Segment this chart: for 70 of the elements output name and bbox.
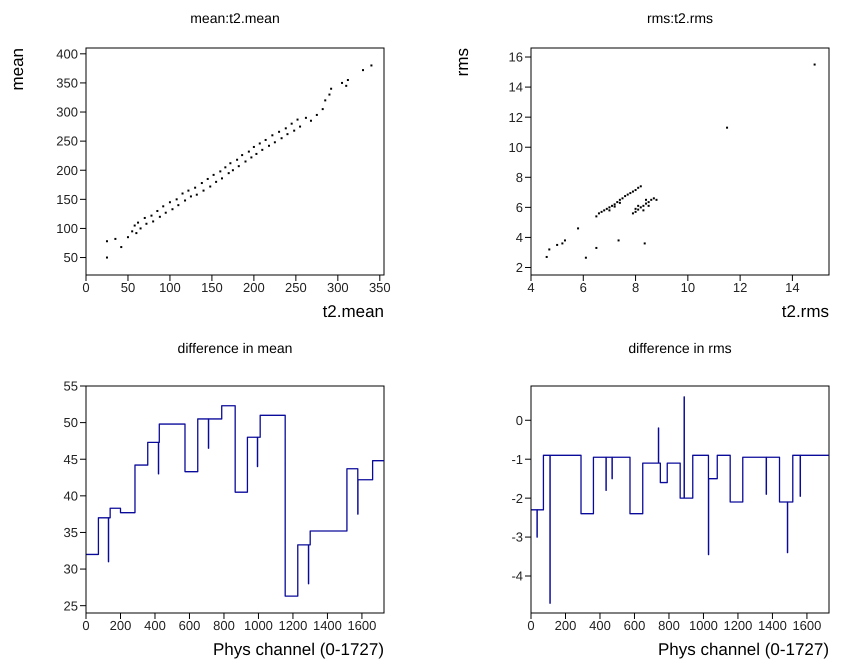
x-tick-label: 100 xyxy=(159,280,181,296)
x-tick-label: 200 xyxy=(110,618,132,634)
y-tick-label: 350 xyxy=(56,76,78,91)
y-tick-label: -2 xyxy=(511,490,523,506)
chart-title: mean:t2.mean xyxy=(189,10,281,26)
chart-title: difference in rms xyxy=(627,340,733,356)
y-tick-label: 400 xyxy=(56,46,78,62)
x-tick-label: 250 xyxy=(285,280,307,296)
x-tick-label: 600 xyxy=(624,618,646,634)
y-tick-label: 6 xyxy=(516,200,523,215)
y-tick-label: 4 xyxy=(516,230,523,246)
x-tick-label: 300 xyxy=(326,280,349,296)
chart-title: difference in mean xyxy=(176,340,294,356)
x-tick-label: 50 xyxy=(120,280,136,296)
x-tick-label: 800 xyxy=(658,618,680,634)
x-axis-title: t2.rms xyxy=(782,302,829,322)
x-tick-label: 400 xyxy=(589,618,611,634)
x-tick-label: 400 xyxy=(144,618,166,634)
x-tick-label: 0 xyxy=(527,618,535,634)
x-tick-label: 0 xyxy=(82,280,90,296)
x-tick-label: 1400 xyxy=(312,618,342,634)
x-tick-label: 200 xyxy=(243,280,265,296)
x-tick-label: 8 xyxy=(632,280,640,296)
x-tick-label: 200 xyxy=(554,618,576,634)
y-tick-label: 2 xyxy=(516,260,523,276)
y-tick-label: -3 xyxy=(511,530,523,545)
y-tick-label: 12 xyxy=(508,110,523,125)
y-tick-label: 50 xyxy=(64,250,78,266)
y-tick-label: 8 xyxy=(516,170,523,185)
x-axis-title: t2.mean xyxy=(322,302,384,322)
x-tick-label: 1000 xyxy=(688,618,718,634)
x-tick-label: 14 xyxy=(785,280,800,296)
x-tick-label: 12 xyxy=(732,280,748,296)
y-tick-label: 16 xyxy=(508,50,523,65)
x-tick-label: 150 xyxy=(201,280,223,296)
y-tick-label: 10 xyxy=(508,140,523,155)
x-axis-title: Phys channel (0-1727) xyxy=(658,640,829,659)
x-tick-label: 0 xyxy=(82,618,90,634)
x-tick-label: 1600 xyxy=(347,618,376,634)
y-tick-label: 100 xyxy=(56,221,78,236)
x-tick-label: 800 xyxy=(213,618,235,634)
y-tick-label: 25 xyxy=(64,598,78,614)
y-tick-label: 250 xyxy=(56,134,78,149)
y-tick-label: 14 xyxy=(508,80,523,95)
y-tick-label: 150 xyxy=(56,192,78,207)
x-tick-label: 1600 xyxy=(792,618,822,634)
y-tick-label: 0 xyxy=(516,412,523,428)
y-tick-label: 200 xyxy=(56,162,78,178)
x-tick-label: 1200 xyxy=(723,618,752,634)
x-tick-label: 350 xyxy=(368,280,391,296)
y-tick-label: 55 xyxy=(64,378,78,394)
y-tick-label: -1 xyxy=(511,452,523,467)
y-tick-label: 30 xyxy=(64,562,78,577)
x-tick-label: 6 xyxy=(580,280,587,296)
x-tick-label: 1000 xyxy=(244,618,273,634)
x-tick-label: 4 xyxy=(527,280,535,296)
x-tick-label: 1400 xyxy=(758,618,787,634)
y-axis-title: mean xyxy=(8,48,28,91)
x-tick-label: 1200 xyxy=(278,618,308,634)
x-tick-label: 600 xyxy=(178,618,200,634)
chart-title: rms:t2.rms xyxy=(646,10,714,26)
y-axis-title: rms xyxy=(453,48,473,76)
y-tick-label: 50 xyxy=(64,415,78,430)
y-tick-label: 45 xyxy=(64,452,78,467)
y-tick-label: 300 xyxy=(56,104,78,120)
y-tick-label: 35 xyxy=(64,525,78,540)
x-tick-label: 10 xyxy=(680,280,696,296)
x-axis-title: Phys channel (0-1727) xyxy=(212,640,384,659)
y-tick-label: -4 xyxy=(511,568,523,584)
y-tick-label: 40 xyxy=(64,488,78,504)
